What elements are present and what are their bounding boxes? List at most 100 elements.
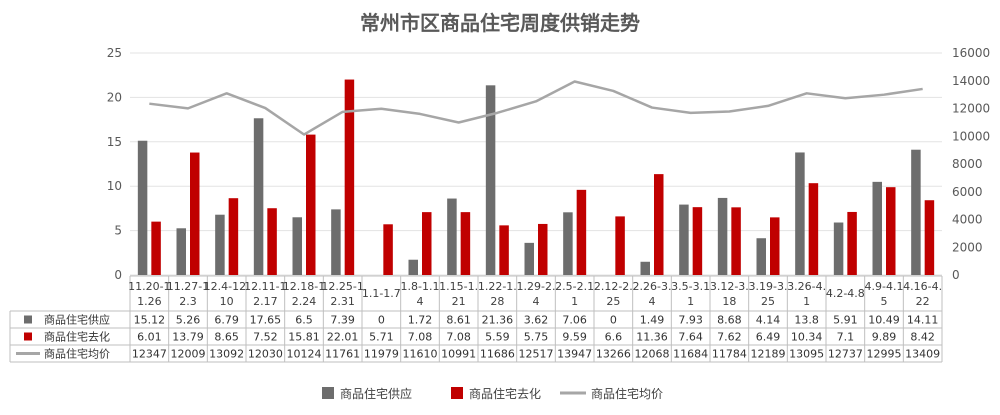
price-line bbox=[149, 80, 923, 136]
table-cell: 12517 bbox=[519, 348, 554, 361]
bar-supply bbox=[833, 222, 844, 275]
right-tick-label: 8000 bbox=[952, 157, 983, 171]
category-label: 2.5-2.1 bbox=[555, 280, 594, 293]
table-cell: 12347 bbox=[132, 348, 167, 361]
table-cell: 7.52 bbox=[253, 331, 278, 344]
legend-swatch-supply bbox=[322, 387, 334, 399]
bar-supply bbox=[215, 214, 225, 275]
data-table: 11.20-11.2611.27-12.312.4-12.1012.11-12.… bbox=[9, 275, 943, 363]
table-cell: 7.93 bbox=[678, 314, 703, 327]
table-cell: 17.65 bbox=[250, 314, 282, 327]
category-label: 1.29-2. bbox=[517, 280, 556, 293]
category-label: 25 bbox=[606, 295, 620, 308]
table-cell: 10.49 bbox=[868, 314, 900, 327]
bar-sales bbox=[306, 134, 316, 275]
table-cell: 11686 bbox=[480, 348, 515, 361]
table-cell: 12009 bbox=[171, 348, 206, 361]
bar-sales bbox=[538, 223, 548, 275]
bar-supply bbox=[408, 259, 418, 275]
table-cell: 11784 bbox=[712, 348, 747, 361]
bar-sales bbox=[654, 174, 664, 275]
table-cell: 13947 bbox=[557, 348, 592, 361]
table-row-label: 商品住宅去化 bbox=[44, 330, 110, 344]
table-cell: 5.26 bbox=[176, 314, 201, 327]
table-cell: 10991 bbox=[441, 348, 476, 361]
bar-sales bbox=[847, 211, 857, 275]
table-cell: 13266 bbox=[596, 348, 631, 361]
bar-sales bbox=[576, 189, 587, 275]
bar-sales bbox=[228, 198, 239, 275]
table-cell: 13409 bbox=[905, 348, 940, 361]
bar-sales bbox=[808, 183, 819, 275]
table-cell: 10124 bbox=[287, 348, 322, 361]
category-label: 1.1-1.7 bbox=[362, 287, 401, 300]
table-row-label: 商品住宅均价 bbox=[44, 347, 110, 361]
category-label: 2.17 bbox=[253, 295, 278, 308]
bar-sales bbox=[615, 216, 625, 275]
bar-supply bbox=[137, 140, 148, 275]
bar-supply bbox=[717, 197, 728, 275]
right-tick-label: 14000 bbox=[952, 74, 990, 88]
bar-supply bbox=[524, 242, 534, 275]
table-key-swatch bbox=[24, 315, 32, 324]
right-tick-label: 4000 bbox=[952, 213, 983, 227]
table-cell: 7.1 bbox=[837, 331, 855, 344]
category-label: 2.31 bbox=[330, 295, 355, 308]
table-cell: 22.01 bbox=[327, 331, 359, 344]
category-label: 1 bbox=[687, 295, 694, 308]
bar-sales bbox=[886, 187, 896, 275]
category-label: 1 bbox=[571, 295, 578, 308]
table-cell: 8.61 bbox=[446, 314, 471, 327]
table-key-swatch bbox=[24, 332, 32, 341]
table-cell: 7.39 bbox=[330, 314, 355, 327]
category-label: 12.11-1 bbox=[244, 280, 286, 293]
category-label: 4.2-4.8 bbox=[826, 287, 865, 300]
category-label: 25 bbox=[761, 295, 775, 308]
category-label: 21 bbox=[452, 295, 466, 308]
table-cell: 13.8 bbox=[794, 314, 819, 327]
table-cell: 6.49 bbox=[756, 331, 781, 344]
category-label: 11.20-1 bbox=[128, 280, 170, 293]
category-label: 1.26 bbox=[137, 295, 162, 308]
right-tick-label: 10000 bbox=[952, 129, 990, 143]
table-cell: 5.59 bbox=[485, 331, 510, 344]
table-cell: 13095 bbox=[789, 348, 824, 361]
category-label: 4.16-4. bbox=[903, 280, 942, 293]
table-cell: 14.11 bbox=[907, 314, 939, 327]
category-label: 12.18-1 bbox=[283, 280, 325, 293]
table-cell: 12068 bbox=[635, 348, 670, 361]
category-label: 12.4-12. bbox=[204, 280, 250, 293]
bar-sales bbox=[422, 212, 432, 275]
category-label: 18 bbox=[722, 295, 736, 308]
legend-label: 商品住宅供应 bbox=[340, 386, 412, 401]
category-label: 4 bbox=[417, 295, 424, 308]
table-cell: 11684 bbox=[673, 348, 708, 361]
table-cell: 13092 bbox=[209, 348, 244, 361]
table-cell: 15.81 bbox=[288, 331, 320, 344]
bar-sales bbox=[924, 200, 935, 275]
bar-sales bbox=[190, 152, 200, 275]
table-cell: 7.62 bbox=[717, 331, 742, 344]
table-cell: 0 bbox=[378, 314, 385, 327]
table-cell: 7.08 bbox=[408, 331, 433, 344]
bar-supply bbox=[331, 209, 341, 275]
category-label: 11.27-1 bbox=[167, 280, 209, 293]
bar-sales bbox=[383, 224, 393, 275]
bar-marks bbox=[137, 79, 935, 275]
table-cell: 6.6 bbox=[605, 331, 623, 344]
right-tick-label: 6000 bbox=[952, 185, 983, 199]
table-cell: 13.79 bbox=[172, 331, 204, 344]
left-tick-label: 5 bbox=[114, 224, 122, 238]
table-cell: 4.14 bbox=[756, 314, 781, 327]
gridlines bbox=[130, 52, 942, 276]
bar-supply bbox=[563, 212, 573, 275]
right-tick-label: 12000 bbox=[952, 102, 990, 116]
category-label: 3.5-3.1 bbox=[671, 280, 710, 293]
category-label: 10 bbox=[220, 295, 234, 308]
bar-sales bbox=[460, 212, 471, 275]
category-label: 2.26-3. bbox=[633, 280, 672, 293]
table-cell: 5.91 bbox=[833, 314, 858, 327]
right-tick-label: 0 bbox=[952, 268, 960, 282]
table-cell: 11979 bbox=[364, 348, 399, 361]
